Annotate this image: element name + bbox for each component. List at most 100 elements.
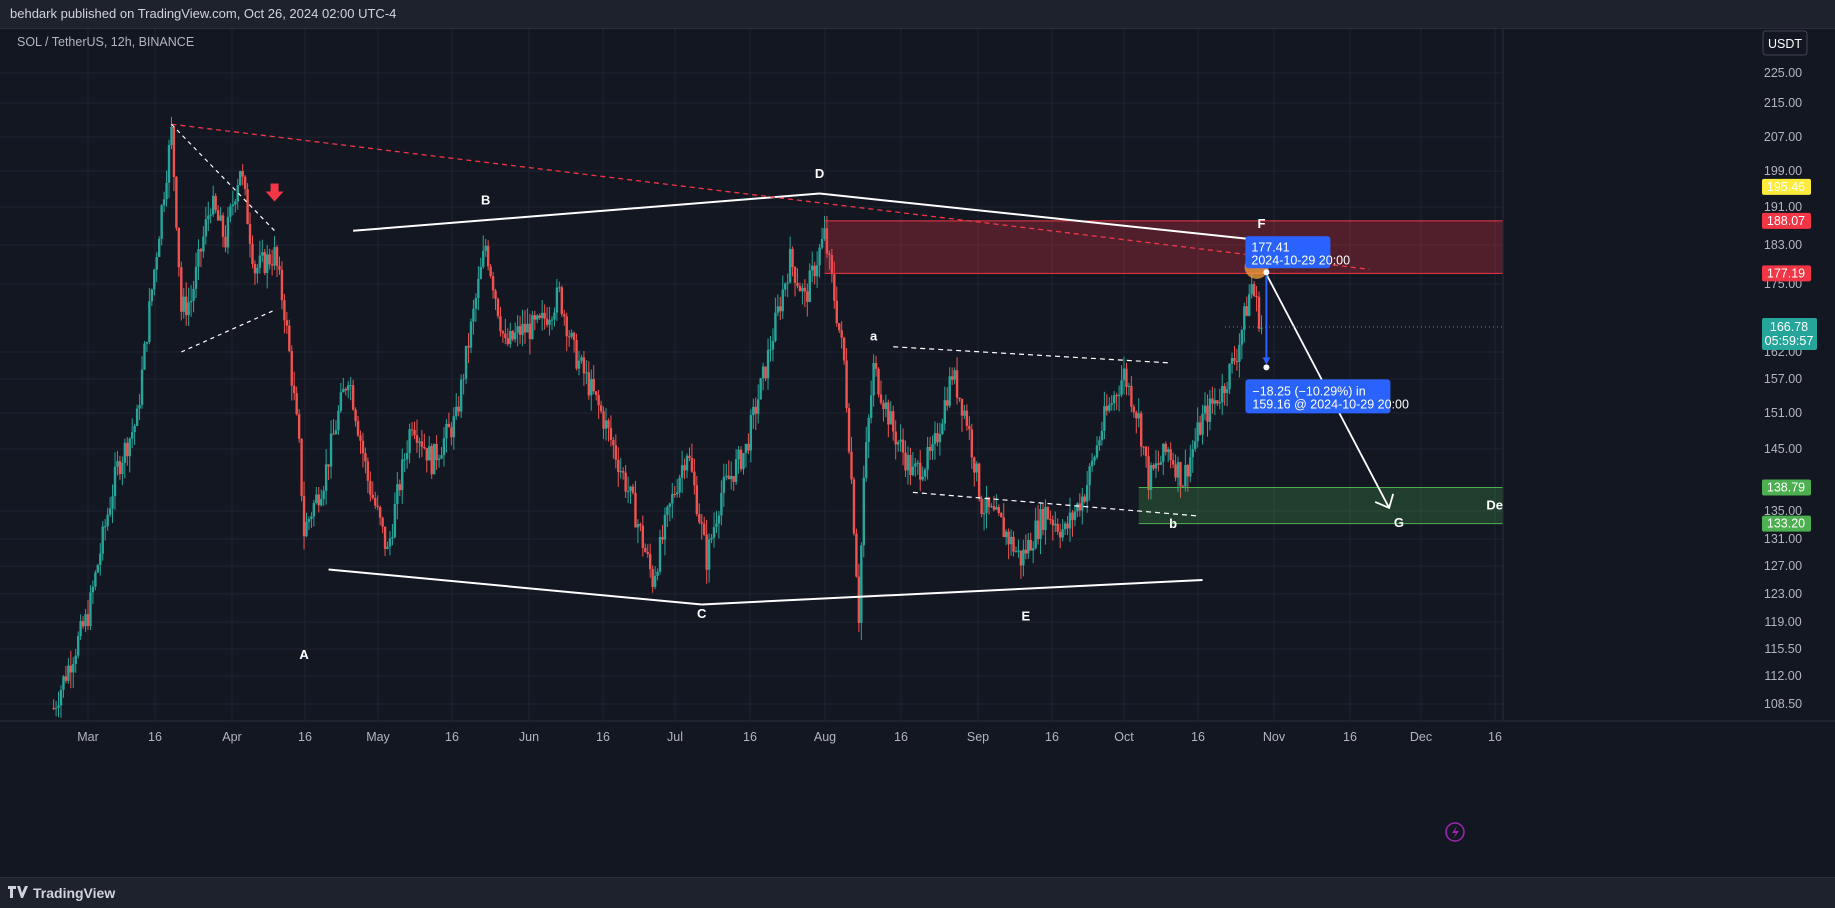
candle-body bbox=[266, 254, 269, 273]
candle-body bbox=[150, 289, 154, 302]
candle-body bbox=[651, 569, 654, 587]
candle-body bbox=[1201, 413, 1204, 435]
candle-body bbox=[1132, 406, 1136, 413]
measure-end-dot[interactable] bbox=[1263, 364, 1270, 371]
candle-body bbox=[415, 435, 419, 443]
candle-body bbox=[1176, 462, 1180, 478]
candle-body bbox=[850, 451, 853, 480]
candle-body bbox=[393, 504, 397, 538]
candle-body bbox=[361, 440, 365, 454]
candle-body bbox=[1127, 385, 1131, 387]
price-tag-label: 188.07 bbox=[1767, 214, 1805, 228]
candle-body bbox=[582, 357, 586, 374]
projection-arrowhead bbox=[1374, 493, 1395, 510]
candle-body bbox=[472, 308, 475, 322]
candle-body bbox=[963, 410, 966, 416]
measure-detail: 159.16 @ 2024-10-29 20:00 bbox=[1252, 397, 1409, 411]
candle-body bbox=[126, 442, 129, 457]
price-chart[interactable]: SupplyDemandinvalidation levelABCDEFGab1… bbox=[0, 29, 1835, 877]
candle-body bbox=[955, 370, 959, 398]
candle-body bbox=[555, 287, 559, 313]
candle-body bbox=[187, 302, 190, 316]
candle-body bbox=[823, 228, 826, 240]
candle-body bbox=[334, 430, 338, 434]
candle-body bbox=[845, 360, 848, 409]
candle-body bbox=[410, 429, 414, 431]
candle-body bbox=[604, 420, 608, 429]
candle-body bbox=[96, 565, 100, 573]
candle-body bbox=[457, 406, 460, 412]
candle-body bbox=[251, 243, 254, 265]
price-tag bbox=[1762, 479, 1811, 496]
wave-label-C: C bbox=[697, 606, 707, 621]
candle-body bbox=[116, 461, 119, 467]
candle-body bbox=[1157, 463, 1160, 465]
candle-body bbox=[310, 516, 313, 520]
candle-body bbox=[185, 296, 188, 316]
x-tick-label: 16 bbox=[445, 730, 459, 744]
time-axis[interactable] bbox=[0, 721, 1503, 877]
candle-body bbox=[1105, 406, 1109, 411]
candle-body bbox=[847, 408, 851, 452]
candle-body bbox=[241, 171, 244, 177]
candle-body bbox=[742, 453, 745, 470]
candle-body bbox=[1184, 464, 1187, 487]
candle-body bbox=[388, 538, 392, 547]
candle-body bbox=[199, 249, 203, 252]
price-tag-label: 195.46 bbox=[1767, 180, 1805, 194]
candle-body bbox=[1233, 357, 1236, 361]
candle-body bbox=[1027, 539, 1030, 554]
candle-body bbox=[108, 508, 112, 515]
candle-body bbox=[482, 250, 485, 267]
candle-body bbox=[69, 665, 73, 673]
candle-body bbox=[162, 199, 166, 206]
wave-label-F: F bbox=[1258, 216, 1266, 231]
x-tick-label: Mar bbox=[77, 730, 99, 744]
candle-body bbox=[914, 463, 917, 467]
trendline-c-e bbox=[701, 579, 1203, 606]
candle-body bbox=[835, 300, 838, 324]
candle-body bbox=[430, 446, 433, 475]
candle-body bbox=[1257, 296, 1261, 329]
measure-change: −18.25 (−10.29%) in bbox=[1252, 384, 1365, 398]
candle-body bbox=[904, 452, 907, 471]
price-axis[interactable] bbox=[1503, 29, 1835, 722]
candle-body bbox=[872, 363, 875, 396]
candle-body bbox=[103, 526, 107, 528]
candle-body bbox=[214, 195, 217, 211]
candle-body bbox=[533, 315, 537, 320]
candle-body bbox=[121, 462, 124, 475]
candle-body bbox=[1081, 496, 1084, 511]
candle-body bbox=[943, 400, 946, 424]
candle-body bbox=[1073, 511, 1077, 521]
candle-body bbox=[160, 205, 163, 239]
candle-body bbox=[258, 255, 262, 268]
candle-body bbox=[538, 315, 541, 318]
lightning-bolt-shape bbox=[1452, 826, 1459, 839]
candle-body bbox=[275, 247, 279, 266]
candle-body bbox=[987, 497, 991, 507]
candle-body bbox=[89, 592, 92, 626]
lightning-icon[interactable] bbox=[1445, 822, 1465, 842]
candle-body bbox=[383, 526, 387, 549]
currency-button[interactable] bbox=[1762, 30, 1808, 56]
candle-body bbox=[811, 265, 814, 271]
candle-body bbox=[1137, 413, 1140, 419]
candle-body bbox=[347, 385, 350, 391]
x-tick-label: 16 bbox=[1191, 730, 1205, 744]
candle-body bbox=[1235, 360, 1239, 362]
candle-body bbox=[307, 519, 311, 522]
wave-label-E: E bbox=[1021, 609, 1030, 624]
chart-canvas[interactable]: SupplyDemandinvalidation levelABCDEFGab1… bbox=[0, 29, 1835, 877]
candle-body bbox=[1213, 400, 1217, 404]
candle-body bbox=[425, 447, 428, 461]
candle-body bbox=[1115, 395, 1118, 397]
candle-body bbox=[730, 476, 733, 480]
candle-body bbox=[1198, 422, 1202, 435]
candle-body bbox=[1238, 344, 1241, 362]
candle-body bbox=[1098, 440, 1101, 446]
candle-body bbox=[560, 287, 564, 315]
candle-body bbox=[865, 441, 868, 478]
measure-start-dot[interactable] bbox=[1263, 269, 1270, 276]
candle-body bbox=[761, 366, 765, 379]
